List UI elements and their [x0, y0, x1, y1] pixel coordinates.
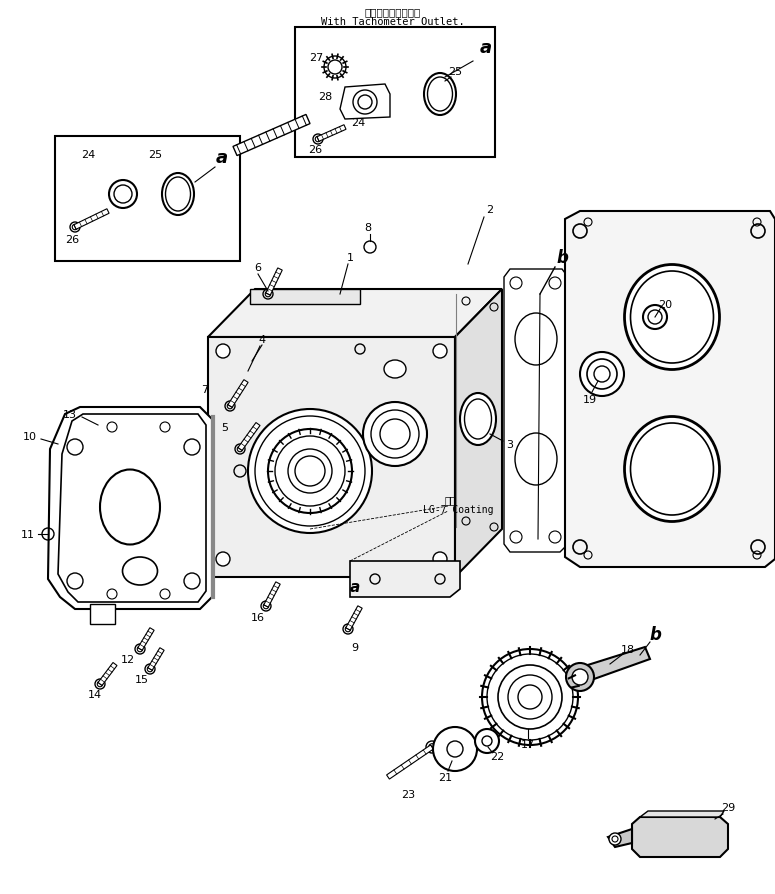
Text: 10: 10	[23, 432, 37, 442]
Polygon shape	[264, 582, 281, 608]
Circle shape	[433, 552, 447, 567]
Polygon shape	[208, 338, 455, 578]
Polygon shape	[565, 212, 775, 568]
Polygon shape	[340, 85, 390, 120]
Text: 20: 20	[658, 299, 672, 309]
Text: 24: 24	[81, 150, 95, 160]
Text: 19: 19	[583, 394, 597, 405]
Text: 18: 18	[621, 645, 635, 654]
Text: 5: 5	[222, 423, 229, 433]
Text: 26: 26	[65, 235, 79, 245]
Bar	[295, 28, 495, 158]
Text: 28: 28	[318, 92, 332, 102]
Text: 17: 17	[521, 739, 535, 749]
Text: 25: 25	[148, 150, 162, 160]
Text: 29: 29	[721, 802, 735, 812]
Ellipse shape	[162, 173, 194, 215]
Text: 9: 9	[351, 642, 359, 653]
Text: 26: 26	[308, 145, 322, 155]
Text: 6: 6	[254, 263, 261, 273]
Text: a: a	[480, 39, 492, 57]
Polygon shape	[74, 209, 109, 230]
Polygon shape	[632, 817, 728, 857]
Text: 塴布: 塴布	[444, 494, 456, 504]
Circle shape	[609, 833, 621, 845]
Polygon shape	[346, 606, 362, 630]
Ellipse shape	[625, 417, 719, 522]
Text: a: a	[350, 578, 360, 594]
Polygon shape	[138, 628, 154, 651]
Polygon shape	[208, 290, 502, 338]
Bar	[55, 137, 240, 262]
Polygon shape	[387, 745, 433, 780]
Text: 1: 1	[346, 253, 353, 263]
Circle shape	[363, 402, 427, 467]
Circle shape	[216, 344, 230, 358]
Text: 14: 14	[88, 689, 102, 699]
Text: 13: 13	[63, 409, 77, 419]
Text: 15: 15	[135, 674, 149, 684]
Text: 8: 8	[364, 223, 371, 232]
Circle shape	[482, 649, 578, 746]
Text: 11: 11	[21, 529, 35, 539]
Circle shape	[353, 91, 377, 114]
Polygon shape	[504, 270, 568, 552]
Circle shape	[643, 306, 667, 330]
Text: 24: 24	[351, 118, 365, 128]
Circle shape	[572, 670, 588, 685]
Text: 3: 3	[507, 440, 514, 450]
Ellipse shape	[424, 74, 456, 116]
Circle shape	[324, 57, 346, 79]
Text: 7: 7	[202, 384, 208, 394]
Text: With Tachometer Outlet.: With Tachometer Outlet.	[321, 17, 465, 27]
Text: LG-7 Coating: LG-7 Coating	[422, 504, 493, 514]
Text: b: b	[649, 625, 661, 644]
Text: 21: 21	[438, 772, 452, 782]
Circle shape	[109, 181, 137, 209]
Polygon shape	[238, 423, 260, 451]
Polygon shape	[317, 125, 346, 142]
Ellipse shape	[625, 266, 719, 370]
Circle shape	[433, 344, 447, 358]
Circle shape	[475, 730, 499, 753]
Text: 2: 2	[487, 205, 494, 215]
Polygon shape	[98, 662, 117, 686]
Circle shape	[566, 663, 594, 691]
Polygon shape	[228, 380, 248, 408]
Polygon shape	[48, 408, 212, 610]
Text: 12: 12	[121, 654, 135, 664]
Text: a: a	[216, 148, 228, 167]
Polygon shape	[233, 115, 310, 156]
Polygon shape	[250, 290, 360, 305]
Circle shape	[433, 727, 477, 772]
Circle shape	[580, 352, 624, 397]
Polygon shape	[575, 647, 650, 684]
Ellipse shape	[460, 393, 496, 445]
Polygon shape	[608, 829, 632, 847]
Text: 4: 4	[258, 334, 266, 344]
Text: 16: 16	[251, 612, 265, 622]
Text: タコメータ取出口付: タコメータ取出口付	[365, 7, 421, 17]
Text: 25: 25	[448, 67, 462, 77]
Circle shape	[248, 409, 372, 534]
Polygon shape	[266, 268, 282, 296]
Polygon shape	[640, 811, 724, 817]
Polygon shape	[350, 561, 460, 597]
Polygon shape	[148, 648, 164, 670]
Polygon shape	[90, 604, 115, 624]
Text: 22: 22	[490, 751, 504, 761]
Polygon shape	[455, 290, 502, 578]
Circle shape	[216, 552, 230, 567]
Text: 27: 27	[309, 53, 323, 63]
Text: b: b	[556, 249, 568, 266]
Text: 23: 23	[401, 789, 415, 799]
Ellipse shape	[384, 360, 406, 378]
